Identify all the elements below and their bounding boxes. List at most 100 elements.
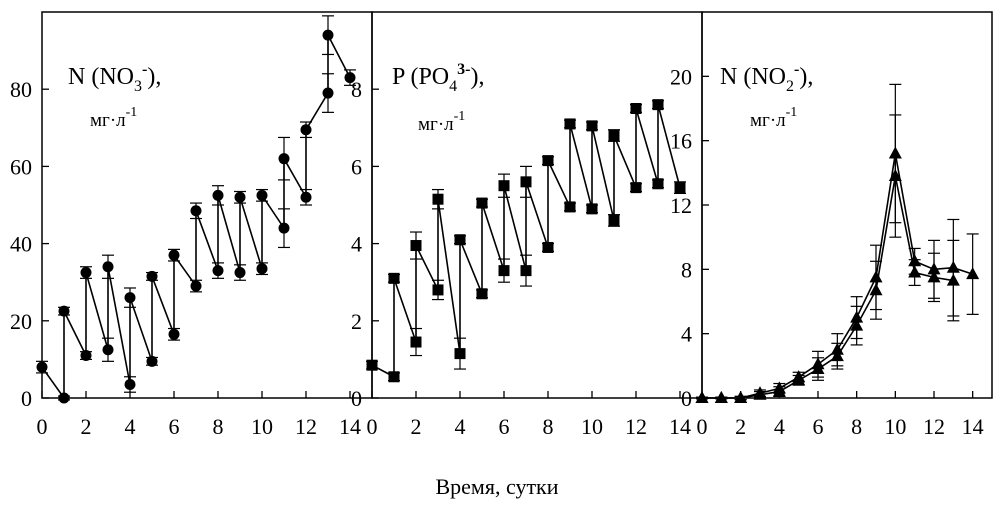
chart-panel-2: 0 2 4 6 8 10 12 14 0 2 4 6 8 P (PO43-), мг·л-1 <box>351 11 703 439</box>
data-series-2 <box>695 114 960 403</box>
y-tick-label: 0 <box>351 386 362 411</box>
data-point <box>344 72 356 84</box>
data-point <box>102 344 114 356</box>
unit-label: мг·л-1 <box>750 105 797 131</box>
x-tick-label: 2 <box>411 414 422 439</box>
data-point <box>58 392 70 404</box>
data-point <box>388 371 400 383</box>
data-point <box>586 203 598 215</box>
x-tick-label: 2 <box>81 414 92 439</box>
data-point <box>888 169 902 182</box>
x-tick-label: 4 <box>774 414 785 439</box>
data-point <box>234 191 246 203</box>
data-point <box>946 273 960 286</box>
data-point <box>630 182 642 194</box>
y-tick-label: 0 <box>681 386 692 411</box>
x-tick-label: 4 <box>455 414 466 439</box>
data-point <box>366 359 378 371</box>
data-point <box>734 391 748 403</box>
data-point <box>212 189 224 201</box>
data-point <box>36 361 48 373</box>
data-point <box>830 349 844 362</box>
x-tick-label: 0 <box>697 414 708 439</box>
panel-label: N (NO2-), <box>720 61 813 95</box>
x-tick-label: 12 <box>923 414 945 439</box>
data-point <box>234 267 246 279</box>
data-point <box>811 362 825 375</box>
data-point <box>300 124 312 136</box>
data-point <box>190 205 202 217</box>
data-point <box>454 234 466 246</box>
series-line <box>41 34 351 401</box>
x-tick-label: 8 <box>851 414 862 439</box>
data-point <box>476 197 488 209</box>
data-point <box>168 249 180 261</box>
y-tick-label: 12 <box>670 193 692 218</box>
data-point <box>410 336 422 348</box>
data-point <box>124 292 136 304</box>
panel-label: N (NO3-), <box>68 61 161 95</box>
data-point <box>476 288 488 300</box>
y-tick-label: 6 <box>351 154 362 179</box>
data-point <box>58 305 70 317</box>
series-line <box>371 104 681 379</box>
data-series-1 <box>36 15 356 404</box>
data-point <box>498 180 510 192</box>
data-point <box>168 328 180 340</box>
data-point <box>652 99 664 111</box>
data-point <box>520 176 532 188</box>
data-point <box>927 270 941 283</box>
x-tick-label: 2 <box>735 414 746 439</box>
x-tick-label: 6 <box>813 414 824 439</box>
x-tick-label: 8 <box>213 414 224 439</box>
data-point <box>102 261 114 273</box>
data-point <box>695 391 709 403</box>
y-tick-label: 16 <box>670 129 692 154</box>
data-series-1 <box>366 99 686 383</box>
data-point <box>869 283 883 296</box>
data-point <box>498 265 510 277</box>
y-tick-label: 40 <box>10 232 32 257</box>
data-point <box>80 350 92 362</box>
data-point <box>630 103 642 114</box>
x-tick-label: 0 <box>37 414 48 439</box>
data-point <box>278 222 290 234</box>
y-tick-label: 4 <box>681 322 692 347</box>
x-tick-label: 6 <box>169 414 180 439</box>
data-point <box>212 265 224 277</box>
data-point <box>966 267 980 280</box>
y-tick-label: 8 <box>681 257 692 282</box>
data-point <box>586 120 598 132</box>
x-tick-label: 10 <box>251 414 273 439</box>
panel-label: P (PO43-), <box>392 61 484 95</box>
data-point <box>542 155 554 167</box>
data-point <box>542 241 554 253</box>
x-axis-label: Время, сутки <box>435 474 558 499</box>
data-point <box>753 387 767 400</box>
data-point <box>608 214 620 226</box>
x-tick-label: 4 <box>125 414 136 439</box>
data-point <box>80 267 92 279</box>
y-tick-label: 0 <box>21 386 32 411</box>
data-point <box>322 87 334 99</box>
series-line <box>702 175 954 399</box>
data-point <box>714 391 728 403</box>
data-point <box>322 29 334 41</box>
data-point <box>190 280 202 292</box>
x-tick-label: 14 <box>669 414 691 439</box>
data-point <box>520 265 532 277</box>
data-point <box>772 384 786 397</box>
data-point <box>432 193 444 205</box>
data-point <box>454 348 466 360</box>
y-tick-label: 20 <box>670 64 692 89</box>
data-point <box>792 373 806 386</box>
data-point <box>146 355 158 367</box>
data-point <box>908 265 922 278</box>
x-tick-label: 6 <box>499 414 510 439</box>
y-tick-label: 4 <box>351 232 362 257</box>
data-point <box>124 378 136 390</box>
